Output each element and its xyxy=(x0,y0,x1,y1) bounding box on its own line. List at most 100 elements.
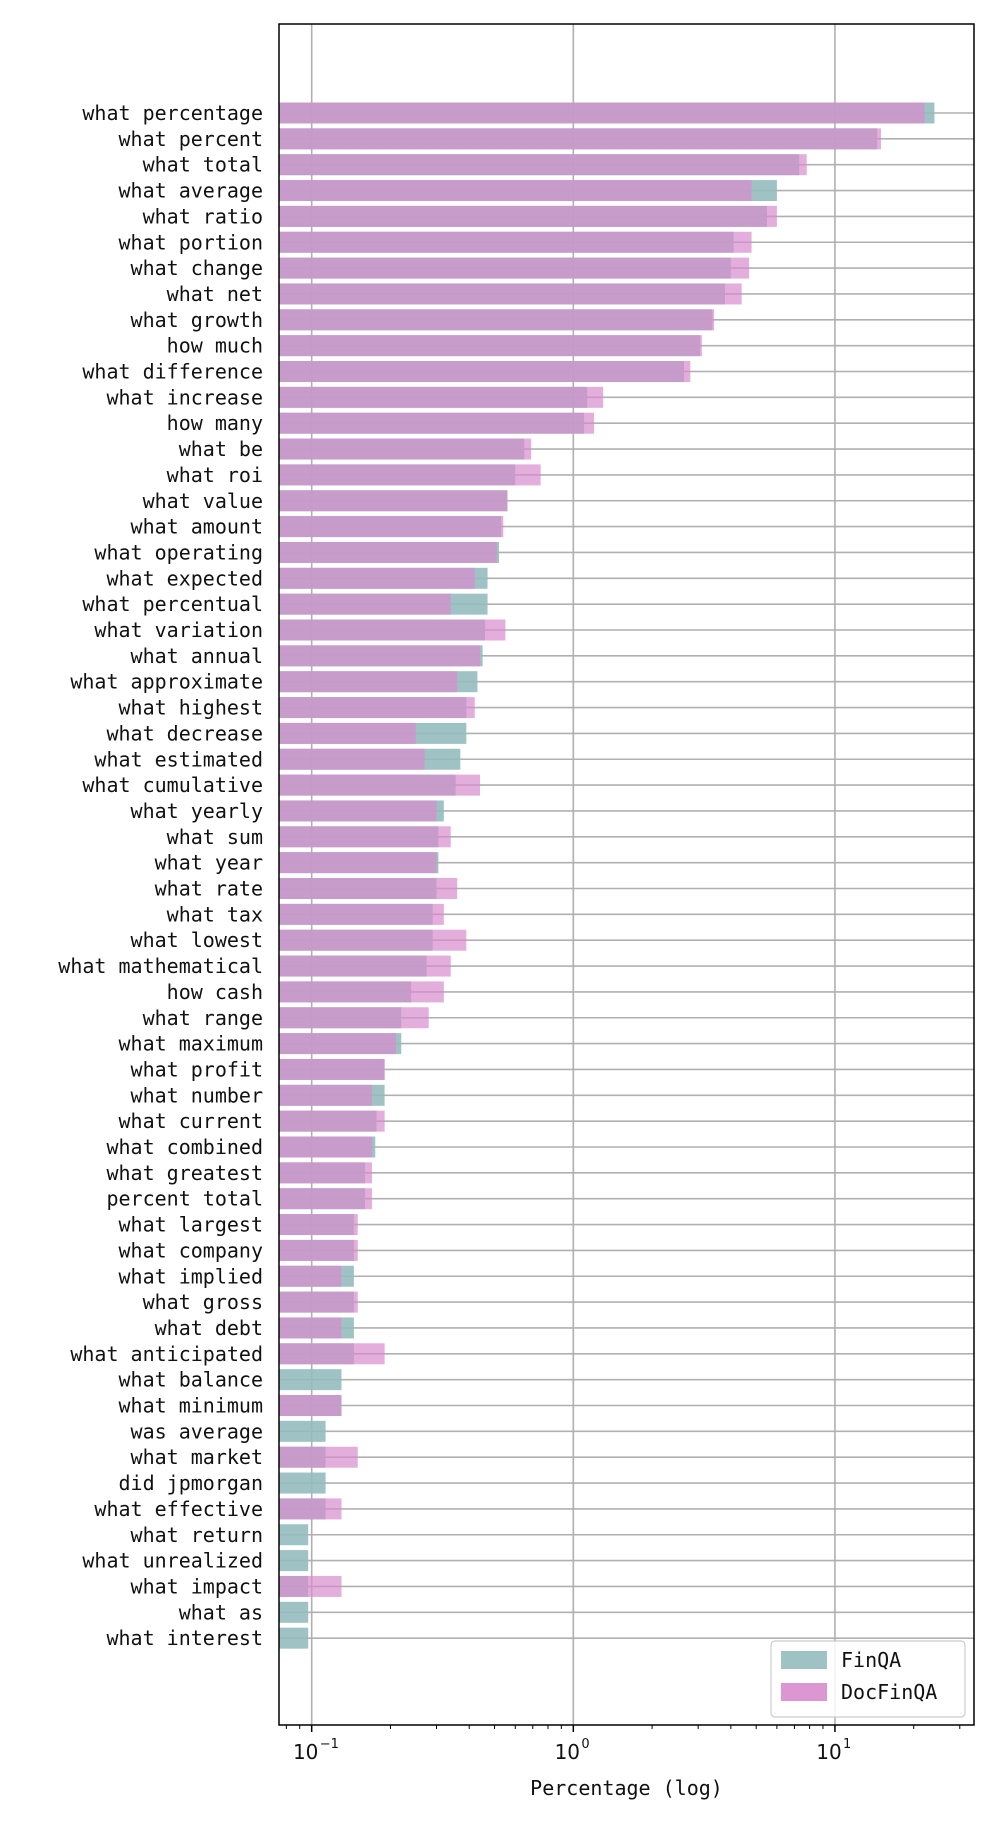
legend-swatch xyxy=(781,1683,827,1701)
bar-docfinqa xyxy=(279,438,532,460)
category-label: what yearly xyxy=(131,799,263,823)
category-label: what effective xyxy=(94,1497,263,1521)
bar-docfinqa xyxy=(279,1214,358,1236)
category-label: what cumulative xyxy=(82,773,263,797)
legend-label: FinQA xyxy=(841,1648,901,1672)
grid-lines xyxy=(279,24,974,1725)
bar-finqa xyxy=(279,1369,342,1391)
bar-docfinqa xyxy=(279,1317,342,1339)
bar-docfinqa xyxy=(279,1084,372,1106)
bar-docfinqa xyxy=(279,490,508,512)
bar-docfinqa xyxy=(279,722,416,744)
bar-docfinqa xyxy=(279,128,882,150)
bar-docfinqa xyxy=(279,645,481,667)
category-label: what approximate xyxy=(70,670,263,694)
bar-docfinqa xyxy=(279,903,444,925)
category-label: how many xyxy=(167,411,263,435)
category-label: what return xyxy=(131,1523,263,1547)
bar-docfinqa xyxy=(279,180,752,202)
x-axis-ticks: 10 −1 10 0 10 1 xyxy=(285,1725,961,1764)
bar-docfinqa xyxy=(279,231,752,253)
bar-docfinqa xyxy=(279,826,451,848)
category-label: how cash xyxy=(167,980,263,1004)
legend: FinQA DocFinQA xyxy=(770,1640,966,1718)
bar-docfinqa xyxy=(279,516,504,538)
category-label: what sum xyxy=(167,825,263,849)
bar-docfinqa xyxy=(279,1162,372,1184)
bar-docfinqa xyxy=(279,1136,372,1158)
category-label: what lowest xyxy=(131,928,263,952)
bar-finqa xyxy=(279,1550,309,1572)
category-label: what percent xyxy=(119,127,264,151)
bar-docfinqa xyxy=(279,257,750,279)
category-label: what implied xyxy=(119,1264,264,1288)
category-label: what amount xyxy=(131,515,263,539)
bar-docfinqa xyxy=(279,1265,342,1287)
category-label: what impact xyxy=(131,1574,263,1598)
category-label: what largest xyxy=(119,1213,264,1237)
category-label: what interest xyxy=(106,1626,263,1650)
category-label: what estimated xyxy=(94,747,263,771)
category-label: what average xyxy=(119,179,264,203)
category-label: what greatest xyxy=(106,1161,263,1185)
category-label: what mathematical xyxy=(58,954,263,978)
category-label: was average xyxy=(131,1419,263,1443)
bar-docfinqa xyxy=(279,1291,358,1313)
category-label: what profit xyxy=(131,1057,263,1081)
category-label: what total xyxy=(143,153,263,177)
bar-docfinqa xyxy=(279,981,444,1003)
category-label: what rate xyxy=(155,877,263,901)
bar-docfinqa xyxy=(279,774,481,796)
category-label: did jpmorgan xyxy=(119,1471,264,1495)
bar-docfinqa xyxy=(279,1239,358,1261)
bar-docfinqa xyxy=(279,335,702,357)
x-tick-label: 10 xyxy=(293,1740,318,1764)
x-axis-title: Percentage (log) xyxy=(530,1776,723,1800)
bar-docfinqa xyxy=(279,878,458,899)
bar-docfinqa xyxy=(279,541,497,563)
legend-label: DocFinQA xyxy=(841,1680,937,1704)
bar-docfinqa xyxy=(279,593,451,615)
bar-finqa xyxy=(279,1472,326,1494)
bar-docfinqa xyxy=(279,205,777,227)
category-label: what as xyxy=(179,1600,263,1624)
bar-docfinqa xyxy=(279,464,541,486)
bar-finqa xyxy=(279,1420,326,1442)
bar-docfinqa xyxy=(279,1446,358,1468)
bar-docfinqa xyxy=(279,1058,385,1080)
x-tick-exponent: 1 xyxy=(843,1737,851,1752)
category-label: what tax xyxy=(167,902,263,926)
bar-docfinqa xyxy=(279,929,467,951)
category-label: percent total xyxy=(106,1187,263,1211)
category-label: what maximum xyxy=(119,1032,264,1056)
category-label: what ratio xyxy=(143,204,263,228)
bar-docfinqa xyxy=(279,1575,342,1597)
bar-docfinqa xyxy=(279,1343,385,1365)
category-label: what growth xyxy=(131,308,263,332)
bar-docfinqa xyxy=(279,1033,396,1055)
bar-docfinqa xyxy=(279,697,475,719)
category-label: what net xyxy=(167,282,263,306)
bar-docfinqa xyxy=(279,386,604,408)
bars xyxy=(279,102,935,1649)
bar-docfinqa xyxy=(279,102,925,124)
bar-docfinqa xyxy=(279,748,425,770)
category-label: what anticipated xyxy=(70,1342,263,1366)
bar-docfinqa xyxy=(279,309,715,331)
bar-docfinqa xyxy=(279,154,807,176)
category-label: what unrealized xyxy=(82,1549,263,1573)
bar-docfinqa xyxy=(279,619,506,641)
category-label: what current xyxy=(119,1109,264,1133)
category-label: what number xyxy=(131,1083,263,1107)
category-label: what variation xyxy=(94,618,263,642)
bar-docfinqa xyxy=(279,567,475,589)
bar-finqa xyxy=(279,1524,309,1546)
bar-finqa xyxy=(279,1601,309,1623)
category-label: what gross xyxy=(143,1290,263,1314)
bar-docfinqa xyxy=(279,361,691,382)
bar-docfinqa xyxy=(279,1188,372,1210)
category-label: what year xyxy=(155,851,263,875)
category-label: what range xyxy=(143,1006,263,1030)
category-label: what combined xyxy=(106,1135,263,1159)
